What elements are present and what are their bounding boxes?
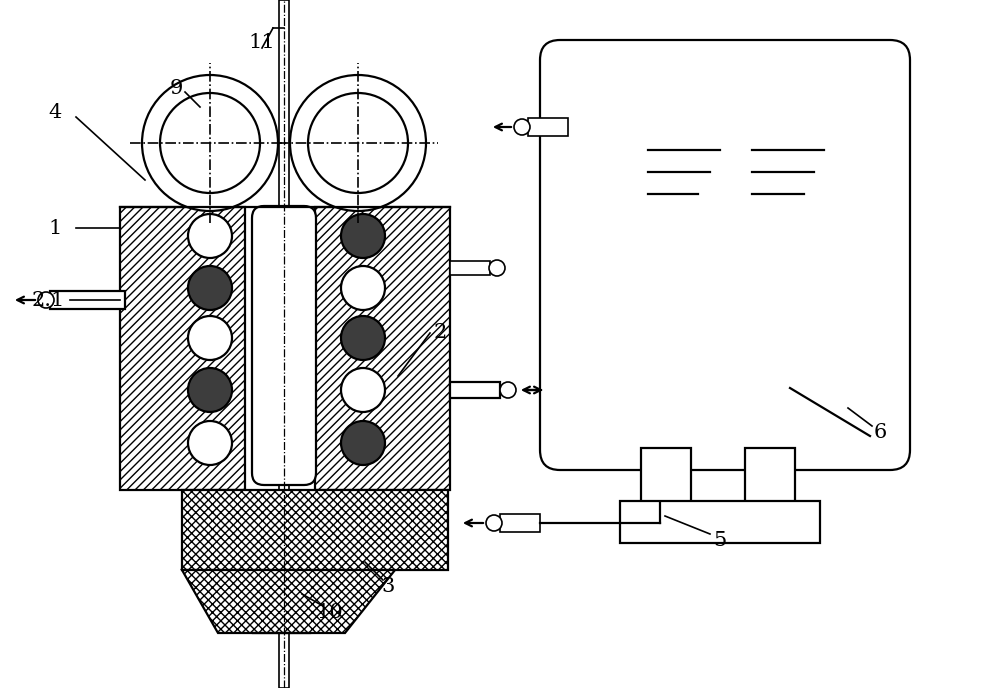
Circle shape	[341, 316, 385, 360]
Text: 10: 10	[317, 603, 343, 621]
Bar	[50, 291, 125, 309]
Circle shape	[160, 93, 260, 193]
Circle shape	[38, 292, 54, 308]
Bar	[500, 514, 540, 532]
Circle shape	[486, 515, 502, 531]
Text: 1: 1	[48, 219, 62, 237]
Circle shape	[489, 260, 505, 276]
Circle shape	[188, 316, 232, 360]
Circle shape	[341, 421, 385, 465]
Text: 4: 4	[48, 103, 62, 122]
Bar	[120, 207, 245, 490]
Bar	[641, 448, 691, 503]
Circle shape	[142, 75, 278, 211]
Circle shape	[500, 382, 516, 398]
Circle shape	[188, 421, 232, 465]
Polygon shape	[182, 490, 448, 570]
Polygon shape	[182, 570, 395, 633]
Circle shape	[341, 214, 385, 258]
Bar	[279, 0, 289, 688]
Text: 2: 2	[433, 323, 447, 343]
Bar	[620, 501, 820, 543]
Circle shape	[188, 214, 232, 258]
Text: 11: 11	[249, 32, 275, 52]
Text: 2.1: 2.1	[31, 290, 65, 310]
Text: 5: 5	[713, 530, 727, 550]
Circle shape	[341, 368, 385, 412]
Text: 6: 6	[873, 424, 887, 442]
Circle shape	[188, 368, 232, 412]
Bar	[450, 261, 490, 275]
Circle shape	[188, 266, 232, 310]
Bar	[450, 382, 500, 398]
FancyBboxPatch shape	[540, 40, 910, 470]
Text: 9: 9	[169, 78, 183, 98]
Bar	[528, 118, 568, 136]
Circle shape	[514, 119, 530, 135]
Text: 3: 3	[381, 577, 395, 596]
Circle shape	[341, 266, 385, 310]
Circle shape	[290, 75, 426, 211]
FancyBboxPatch shape	[252, 206, 316, 485]
Circle shape	[308, 93, 408, 193]
Bar	[745, 448, 795, 503]
Bar	[315, 207, 450, 490]
